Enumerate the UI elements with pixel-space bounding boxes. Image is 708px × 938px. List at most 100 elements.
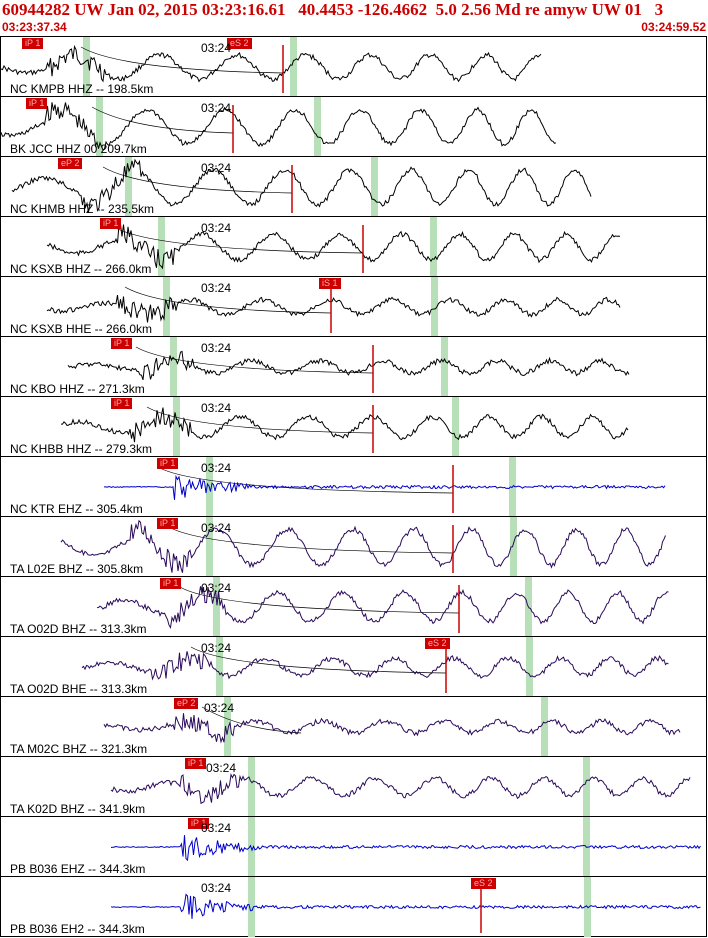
seismogram-panel[interactable]: iP 1 eS 2 03:24 NC KMPB HHZ -- 198.5km (0, 36, 707, 97)
seismogram-panel[interactable]: eS 2 03:24 TA O02D BHE -- 313.3km (0, 636, 707, 697)
seismogram-panel[interactable]: eP 2 03:24 TA M02C BHZ -- 321.3km (0, 696, 707, 757)
waveform-trace (103, 474, 666, 500)
waveform-plot (81, 637, 669, 697)
phase-pick-label[interactable]: eP 2 (58, 158, 83, 169)
phase-pick-label[interactable]: iP 1 (111, 398, 133, 409)
phase-pick-label[interactable]: iP 1 (157, 458, 179, 469)
station-channel-label: TA O02D BHZ -- 313.3km (10, 622, 147, 636)
time-tick-label: 03:24 (201, 401, 232, 415)
waveform-plot (46, 217, 621, 277)
phase-window-marker (248, 757, 255, 817)
time-tick-label: 03:24 (201, 461, 232, 475)
seismogram-panel[interactable]: iP 1 03:24 BK JCC HHZ 00 209.7km (0, 96, 707, 157)
coda-curve (146, 406, 374, 434)
phase-window-marker (314, 97, 321, 157)
station-channel-label: TA O02D BHE -- 313.3km (10, 682, 148, 696)
station-channel-label: PB B036 EH2 -- 344.3km (10, 922, 145, 936)
waveform-trace (110, 893, 701, 919)
phase-pick-label[interactable]: iP 1 (111, 338, 133, 349)
phase-pick-label[interactable]: iP 1 (157, 518, 179, 529)
time-tick-label: 03:24 (201, 281, 232, 295)
phase-pick-label[interactable]: eP 2 (174, 698, 199, 709)
seismogram-panel[interactable]: iS 1 03:24 NC KSXB HHE -- 266.0km (0, 276, 707, 337)
phase-window-marker (441, 337, 448, 397)
phase-pick-label[interactable]: iP 1 (22, 38, 44, 49)
phase-pick-label[interactable]: iS 1 (319, 278, 341, 289)
time-tick-label: 03:24 (201, 881, 232, 895)
seismogram-panel[interactable]: eS 2 03:24 PB B036 EH2 -- 344.3km (0, 876, 707, 937)
seismogram-panel[interactable]: iP 1 03:24 NC KHBB HHZ -- 279.3km (0, 396, 707, 457)
seismogram-panel[interactable]: iP 1 03:24 NC KBO HHZ -- 271.3km (0, 336, 707, 397)
time-tick-label: 03:24 (201, 581, 232, 595)
phase-pick-label[interactable]: iP 1 (26, 98, 48, 109)
coda-curve (201, 706, 302, 734)
time-tick-label: 03:24 (201, 821, 232, 835)
phase-window-marker (216, 637, 223, 697)
waveform-trace (103, 713, 681, 744)
phase-pick-label[interactable]: iP 1 (160, 578, 182, 589)
time-tick-label: 03:24 (201, 101, 232, 115)
time-tick-label: 03:24 (201, 641, 232, 655)
station-channel-label: NC KTR EHZ -- 305.4km (10, 502, 143, 516)
waveform-trace (110, 772, 691, 805)
coda-curve (179, 586, 460, 614)
phase-window-marker (431, 277, 438, 337)
waveform-trace (61, 407, 629, 443)
seismogram-panel[interactable]: iP 1 03:24 TA L02E BHZ -- 305.8km (0, 516, 707, 577)
phase-window-marker (290, 37, 297, 97)
coda-curve (168, 526, 454, 554)
station-channel-label: NC KHBB HHZ -- 279.3km (10, 442, 153, 456)
coda-curve (135, 346, 374, 374)
seismogram-panel[interactable]: eP 2 03:24 NC KHMB HHZ -- 235.5km (0, 156, 707, 217)
phase-window-marker (430, 217, 437, 277)
phase-window-marker (224, 697, 231, 757)
window-end-time: 03:24:59.52 (641, 20, 706, 34)
waveform-trace (46, 223, 621, 270)
phase-pick-label[interactable]: iP 1 (100, 218, 122, 229)
waveform-plot (103, 697, 681, 757)
station-channel-label: TA K02D BHZ -- 341.9km (10, 802, 146, 816)
phase-window-marker (83, 37, 90, 97)
event-title: 60944282 UW Jan 02, 2015 03:23:16.61 40.… (2, 0, 664, 19)
window-start-time: 03:23:37.34 (2, 20, 67, 34)
phase-window-marker (170, 337, 177, 397)
station-channel-label: NC KMPB HHZ -- 198.5km (10, 82, 154, 96)
station-channel-label: PB B036 EHZ -- 344.3km (10, 862, 146, 876)
time-tick-label: 03:24 (201, 41, 232, 55)
seismogram-panel[interactable]: iP 1 03:24 TA O02D BHZ -- 313.3km (0, 576, 707, 637)
phase-pick-label[interactable]: eS 2 (471, 878, 496, 889)
phase-pick-label[interactable]: iP 1 (188, 818, 210, 829)
station-channel-label: NC KBO HHZ -- 271.3km (10, 382, 145, 396)
waveform-plot (110, 877, 701, 937)
waveform-trace (11, 158, 592, 213)
coda-curve (157, 466, 454, 494)
time-tick-label: 03:24 (204, 701, 235, 715)
waveform-trace (46, 295, 621, 323)
station-channel-label: NC KHMB HHZ -- 235.5km (10, 202, 155, 216)
phase-window-marker (248, 817, 255, 877)
waveform-plot (1, 37, 542, 97)
phase-pick-label[interactable]: iP 1 (185, 758, 207, 769)
coda-curve (91, 106, 234, 134)
seismogram-panel[interactable]: iP 1 03:24 PB B036 EHZ -- 344.3km (0, 816, 707, 877)
time-tick-label: 03:24 (201, 341, 232, 355)
waveform-trace (1, 102, 557, 151)
time-tick-label: 03:24 (201, 161, 232, 175)
phase-pick-label[interactable]: eS 2 (425, 638, 450, 649)
phase-pick-label[interactable]: eS 2 (227, 38, 252, 49)
time-tick-label: 03:24 (201, 521, 232, 535)
waveform-plot (60, 517, 666, 577)
seismogram-panel[interactable]: iP 1 03:24 NC KSXB HHZ -- 266.0km (0, 216, 707, 277)
waveform-trace (60, 519, 666, 573)
phase-window-marker (213, 577, 220, 637)
station-channel-label: BK JCC HHZ 00 209.7km (10, 142, 147, 156)
waveform-plot (46, 277, 621, 337)
phase-window-marker (541, 697, 548, 757)
waveform-plot (110, 817, 701, 877)
waveform-plot (61, 397, 629, 457)
phase-window-marker (173, 397, 180, 457)
seismogram-panel[interactable]: iP 1 03:24 NC KTR EHZ -- 305.4km (0, 456, 707, 517)
seismogram-panel[interactable]: iP 1 03:24 TA K02D BHZ -- 341.9km (0, 756, 707, 817)
phase-window-marker (206, 517, 213, 577)
